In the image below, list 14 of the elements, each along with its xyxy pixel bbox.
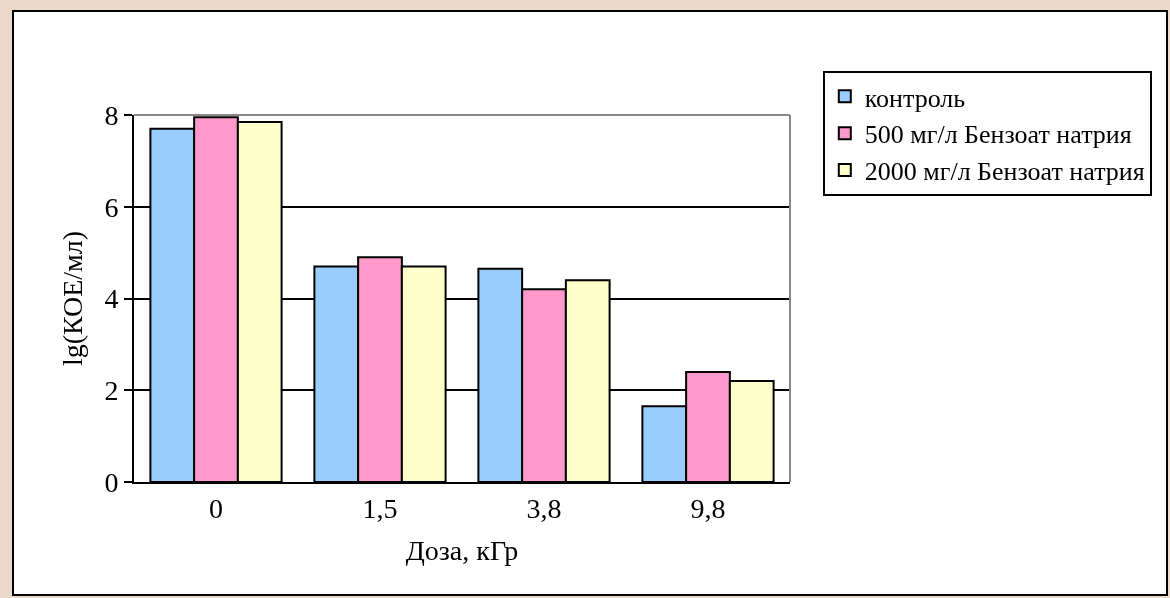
y-axis-title: lg(КОЕ/мл) — [56, 230, 88, 367]
legend-label: 500 мг/л Бензоат натрия — [864, 120, 1132, 150]
y-tick-label: 4 — [104, 283, 119, 315]
x-tick-label: 9,8 — [690, 492, 726, 524]
x-tick-label: 0 — [209, 492, 223, 524]
x-tick-label: 1,5 — [362, 492, 398, 524]
y-tick-label: 2 — [104, 375, 119, 407]
y-tick-label: 0 — [104, 466, 119, 498]
y-tick-label: 8 — [104, 99, 119, 131]
y-tick-label: 6 — [104, 191, 119, 223]
legend-label: контроль — [864, 83, 966, 113]
x-axis-title: Доза, кГр — [405, 535, 519, 567]
legend-label: 2000 мг/л Бензоат натрия — [864, 157, 1145, 187]
x-tick-label: 3,8 — [526, 492, 562, 524]
